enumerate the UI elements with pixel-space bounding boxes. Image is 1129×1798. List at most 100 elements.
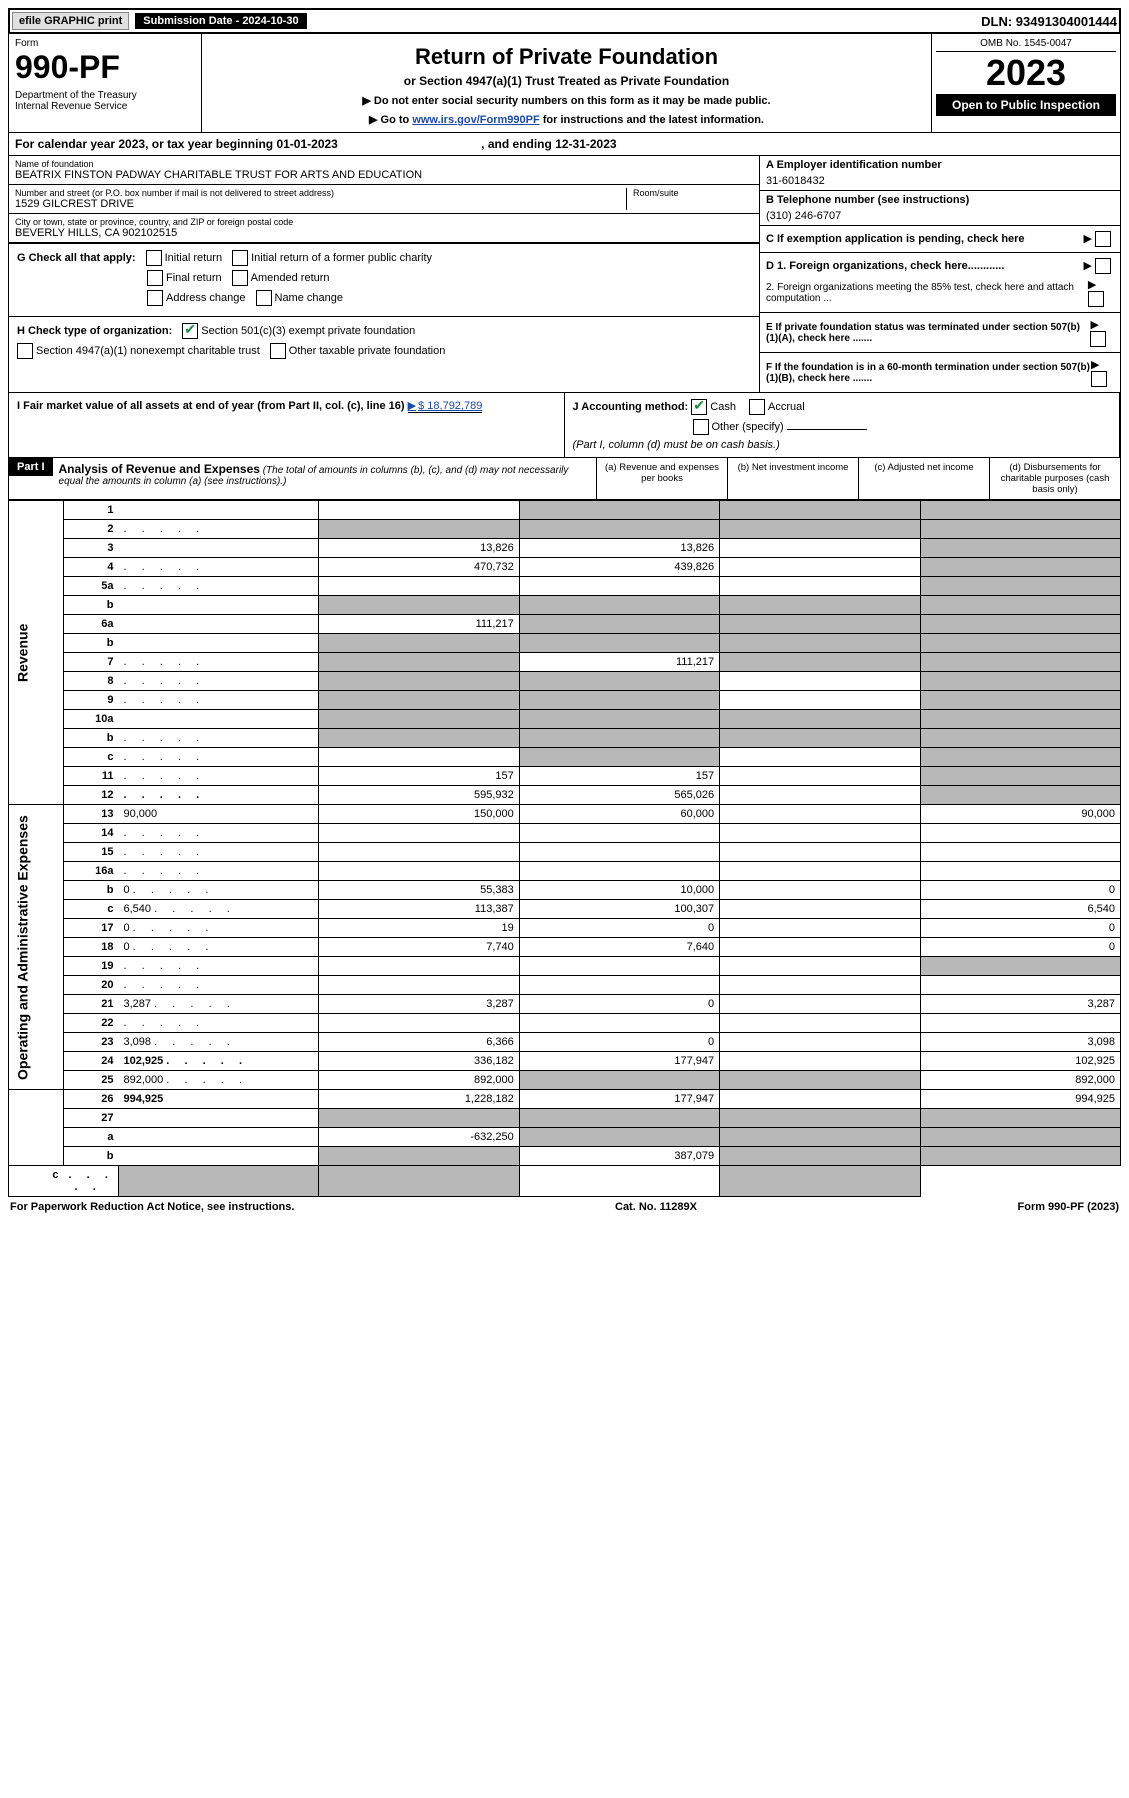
- value-col-a: [319, 653, 519, 672]
- value-col-a: 55,383: [319, 881, 519, 900]
- value-col-d: [920, 558, 1120, 577]
- line-number: 2: [63, 520, 118, 539]
- instructions-link[interactable]: www.irs.gov/Form990PF: [412, 114, 539, 126]
- value-col-b: 439,826: [519, 558, 719, 577]
- value-col-d: [920, 786, 1120, 805]
- line-number: 20: [63, 976, 118, 995]
- value-col-c: [720, 748, 920, 767]
- 501c3-checkbox[interactable]: [182, 323, 198, 339]
- 4947-checkbox[interactable]: [17, 343, 33, 359]
- value-col-b: 0: [519, 919, 719, 938]
- cash-checkbox[interactable]: [691, 399, 707, 415]
- value-col-d: [920, 976, 1120, 995]
- form-number: 990-PF: [15, 49, 195, 86]
- value-col-b: [519, 862, 719, 881]
- value-col-b: [519, 957, 719, 976]
- other-method-checkbox[interactable]: [693, 419, 709, 435]
- value-col-b: 0: [519, 995, 719, 1014]
- value-col-b: [519, 843, 719, 862]
- line-number: 22: [63, 1014, 118, 1033]
- value-col-c: [720, 767, 920, 786]
- line-description: . . . . .: [118, 976, 318, 995]
- value-col-d: [920, 539, 1120, 558]
- value-col-d: [920, 710, 1120, 729]
- value-col-a: 3,287: [319, 995, 519, 1014]
- final-return-checkbox[interactable]: [147, 270, 163, 286]
- form-title-block: Return of Private Foundation or Section …: [202, 34, 931, 132]
- value-col-a: [319, 691, 519, 710]
- foreign-org-checkbox[interactable]: [1095, 258, 1111, 274]
- value-col-a: 19: [319, 919, 519, 938]
- expenses-side-label: Operating and Administrative Expenses: [9, 805, 64, 1090]
- value-col-d: [920, 672, 1120, 691]
- line-number: 6a: [63, 615, 118, 634]
- value-col-d: [920, 615, 1120, 634]
- line-description: . . . . .: [118, 729, 318, 748]
- value-col-b: 565,026: [519, 786, 719, 805]
- cat-no: Cat. No. 11289X: [615, 1201, 697, 1213]
- dept-label: Department of the Treasury Internal Reve…: [15, 90, 195, 112]
- line-description: . . . . .: [118, 653, 318, 672]
- value-col-a: [319, 748, 519, 767]
- ein-value: 31-6018432: [766, 175, 1114, 187]
- line-description: . . . . .: [118, 672, 318, 691]
- value-col-d: [920, 862, 1120, 881]
- entity-info-block: Name of foundation BEATRIX FINSTON PADWA…: [8, 156, 1121, 393]
- initial-return-checkbox[interactable]: [146, 250, 162, 266]
- paperwork-notice: For Paperwork Reduction Act Notice, see …: [10, 1201, 294, 1213]
- line-description: 0 . . . . .: [118, 919, 318, 938]
- line-number: b: [63, 634, 118, 653]
- value-col-d: [920, 843, 1120, 862]
- line-number: 21: [63, 995, 118, 1014]
- value-col-c: [720, 520, 920, 539]
- value-col-c: [720, 957, 920, 976]
- other-taxable-checkbox[interactable]: [270, 343, 286, 359]
- value-col-a: [319, 1014, 519, 1033]
- value-col-d: [920, 1147, 1120, 1166]
- line-description: [118, 615, 318, 634]
- value-col-b: [519, 1109, 719, 1128]
- line-description: 90,000: [118, 805, 318, 824]
- name-change-checkbox[interactable]: [256, 290, 272, 306]
- tax-year: 2023: [936, 52, 1116, 94]
- line-number: 3: [63, 539, 118, 558]
- fmv-value[interactable]: $ 18,792,789: [408, 400, 483, 413]
- line-description: [118, 710, 318, 729]
- foreign-85-checkbox[interactable]: [1088, 291, 1104, 307]
- value-col-b: [519, 729, 719, 748]
- initial-former-checkbox[interactable]: [232, 250, 248, 266]
- value-col-b: [519, 748, 719, 767]
- exemption-pending-checkbox[interactable]: [1095, 231, 1111, 247]
- amended-checkbox[interactable]: [232, 270, 248, 286]
- form-title: Return of Private Foundation: [208, 44, 925, 70]
- line-number: b: [63, 1147, 118, 1166]
- 60month-checkbox[interactable]: [1091, 371, 1107, 387]
- form-label: Form: [15, 38, 195, 49]
- value-col-a: [319, 729, 519, 748]
- room-label: Room/suite: [633, 188, 753, 198]
- line-number: b: [63, 881, 118, 900]
- form-note-1: ▶ Do not enter social security numbers o…: [208, 94, 925, 107]
- j-label: J Accounting method:: [573, 401, 689, 413]
- line-description: 0 . . . . .: [118, 938, 318, 957]
- efile-print-button[interactable]: efile GRAPHIC print: [12, 12, 129, 30]
- value-col-b: 157: [519, 767, 719, 786]
- value-col-c: [720, 919, 920, 938]
- line-number: 7: [63, 653, 118, 672]
- value-col-c: [720, 1147, 920, 1166]
- line-description: [118, 1109, 318, 1128]
- value-col-c: [720, 615, 920, 634]
- line-description: [118, 1147, 318, 1166]
- accrual-checkbox[interactable]: [749, 399, 765, 415]
- line-number: 19: [63, 957, 118, 976]
- form-ref: Form 990-PF (2023): [1018, 1201, 1119, 1213]
- value-col-d: [920, 767, 1120, 786]
- form-id-block: Form 990-PF Department of the Treasury I…: [9, 34, 202, 132]
- value-col-b: [519, 1128, 719, 1147]
- terminated-checkbox[interactable]: [1090, 331, 1106, 347]
- value-col-b: 177,947: [519, 1052, 719, 1071]
- value-col-c: [720, 710, 920, 729]
- value-col-a: 595,932: [319, 786, 519, 805]
- line-description: 994,925: [118, 1090, 318, 1109]
- address-change-checkbox[interactable]: [147, 290, 163, 306]
